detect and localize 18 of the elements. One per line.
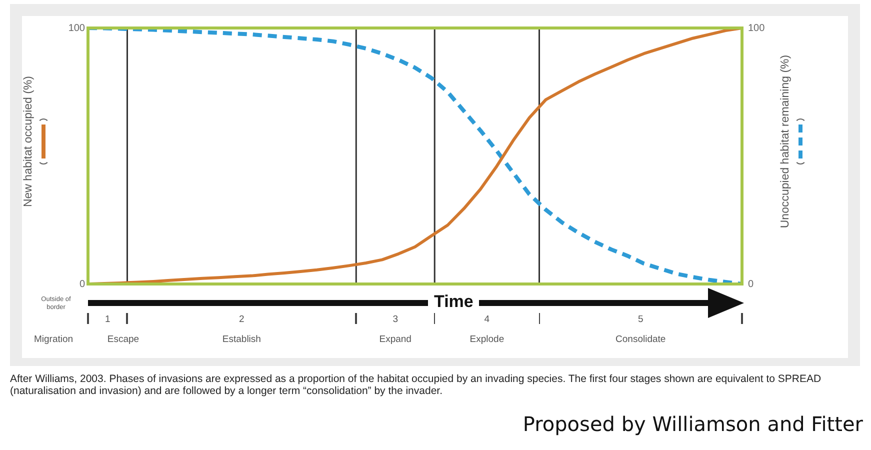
text: Migration: [34, 334, 74, 345]
text: Expand: [378, 334, 412, 345]
text: Explode: [468, 334, 506, 345]
y-axis-title: New habitat occupied (%): [22, 74, 36, 210]
text: Proposed by Williamson and Fitter: [522, 412, 863, 436]
text: 3: [392, 314, 400, 325]
text: After Williams, 2003. Phases of invasions are expressed as a proportion of the habitat occupied by an invading species. The first four stages shown are equivalent to SPREAD (naturalisation and invasion) and are followed by a longer term “consolidation” by the invader.: [10, 373, 822, 397]
text: 4: [483, 314, 491, 325]
y2-tick-label: 0: [748, 278, 754, 290]
text: 2: [238, 314, 246, 325]
text: Consolidate: [614, 334, 667, 345]
text: Establish: [221, 334, 262, 345]
text: 5: [636, 314, 644, 325]
text: 1: [104, 314, 112, 325]
x-axis-title: Time: [428, 292, 480, 312]
y2-axis-title: Unoccupied habitat remaining (%): [780, 54, 792, 230]
text: Escape: [106, 334, 140, 345]
y2-tick-label: 100: [748, 22, 766, 34]
